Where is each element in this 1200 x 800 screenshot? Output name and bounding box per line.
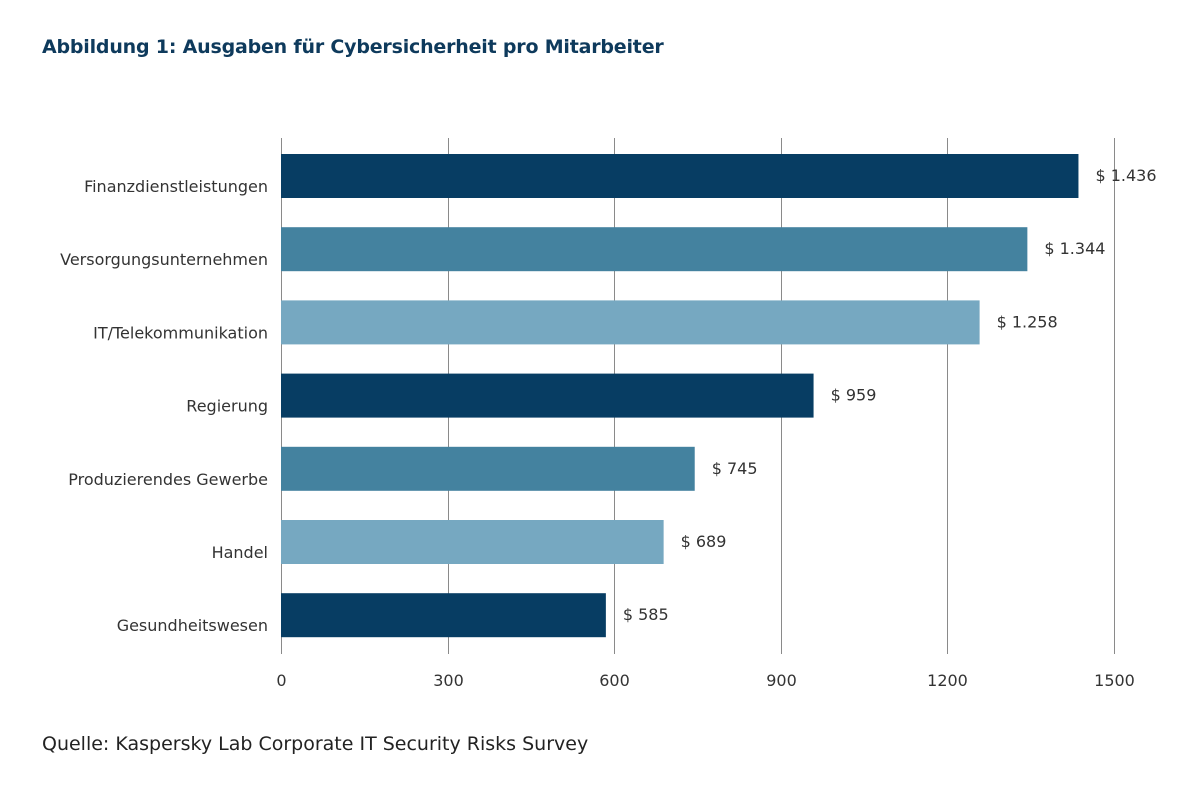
bar-produzierendes-gewerbe [281, 446, 695, 491]
category-label: Regierung [186, 397, 268, 416]
x-tick-label-900: 900 [766, 671, 797, 690]
chart-title: Abbildung 1: Ausgaben für Cybersicherhei… [42, 36, 664, 58]
axis-labels: 0 300 600 900 1200 1500 Finanzdienstleistungen… [60, 166, 1156, 690]
category-label: Finanzdienstleistungen [84, 177, 268, 196]
bar-finanzdienstleistungen [281, 154, 1079, 198]
bar-gesundheitswesen [281, 593, 606, 638]
bar-it-telekommunikation [281, 300, 980, 345]
value-label: $ 1.258 [997, 312, 1058, 331]
value-label: $ 585 [623, 605, 669, 624]
category-label: Produzierendes Gewerbe [68, 470, 268, 489]
x-tick-label-0: 0 [276, 671, 286, 690]
bars [281, 154, 1079, 638]
value-label: $ 1.344 [1044, 239, 1105, 258]
x-tick-label-1500: 1500 [1094, 671, 1135, 690]
x-tick-label-600: 600 [599, 671, 630, 690]
value-label: $ 745 [712, 459, 758, 478]
x-tick-label-1200: 1200 [927, 671, 968, 690]
source-note: Quelle: Kaspersky Lab Corporate IT Secur… [42, 733, 589, 755]
category-label: Versorgungsunternehmen [60, 250, 268, 269]
x-tick-label-300: 300 [433, 671, 464, 690]
value-label: $ 689 [681, 532, 727, 551]
value-label: $ 1.436 [1095, 166, 1156, 185]
category-label: Handel [212, 543, 268, 562]
category-label: IT/Telekommunikation [93, 323, 268, 342]
bar-handel [281, 520, 664, 564]
bar-versorgungsunternehmen [281, 227, 1028, 272]
category-label: Gesundheitswesen [117, 616, 268, 635]
value-label: $ 959 [831, 386, 877, 405]
bar-regierung [281, 373, 814, 418]
